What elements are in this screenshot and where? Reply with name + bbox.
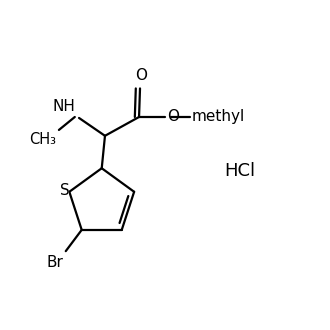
Text: O: O [167, 110, 179, 124]
Text: O: O [135, 68, 147, 83]
Text: Br: Br [46, 255, 63, 270]
Text: S: S [60, 183, 69, 198]
Text: methyl: methyl [192, 110, 245, 124]
Text: CH₃: CH₃ [29, 132, 56, 147]
Text: HCl: HCl [224, 162, 255, 181]
Text: NH: NH [53, 99, 76, 115]
